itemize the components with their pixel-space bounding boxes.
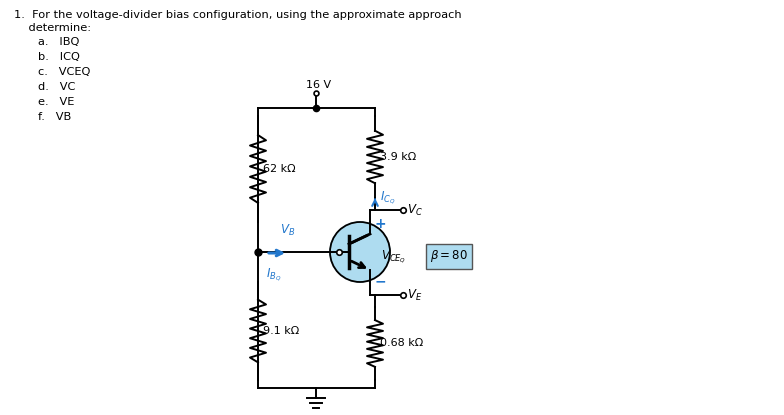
Text: a.   IBQ: a. IBQ	[38, 37, 79, 47]
Text: $I_{C_Q}$: $I_{C_Q}$	[380, 190, 395, 206]
Text: e.   VE: e. VE	[38, 97, 74, 107]
Text: −: −	[374, 274, 386, 288]
Text: $I_{B_Q}$: $I_{B_Q}$	[266, 266, 281, 283]
Text: f.   VB: f. VB	[38, 112, 71, 122]
Circle shape	[330, 222, 390, 282]
Text: 1.  For the voltage-divider bias configuration, using the approximate approach: 1. For the voltage-divider bias configur…	[14, 10, 462, 20]
Text: +: +	[374, 217, 386, 231]
Text: 0.68 kΩ: 0.68 kΩ	[380, 339, 423, 349]
Text: $V_B$: $V_B$	[280, 223, 296, 238]
Text: b.   ICQ: b. ICQ	[38, 52, 80, 62]
Text: $V_C$: $V_C$	[407, 203, 423, 217]
Text: $V_E$: $V_E$	[407, 288, 423, 303]
Text: 9.1 kΩ: 9.1 kΩ	[263, 326, 299, 336]
Text: 3.9 kΩ: 3.9 kΩ	[380, 152, 416, 162]
Text: 62 kΩ: 62 kΩ	[263, 164, 296, 174]
Text: determine:: determine:	[14, 23, 91, 33]
Text: $\beta = 80$: $\beta = 80$	[430, 249, 468, 264]
Text: 16 V: 16 V	[306, 80, 331, 90]
Text: c.   VCEQ: c. VCEQ	[38, 67, 90, 77]
Text: d.   VC: d. VC	[38, 82, 75, 92]
Text: $V_{CE_Q}$: $V_{CE_Q}$	[381, 248, 406, 265]
